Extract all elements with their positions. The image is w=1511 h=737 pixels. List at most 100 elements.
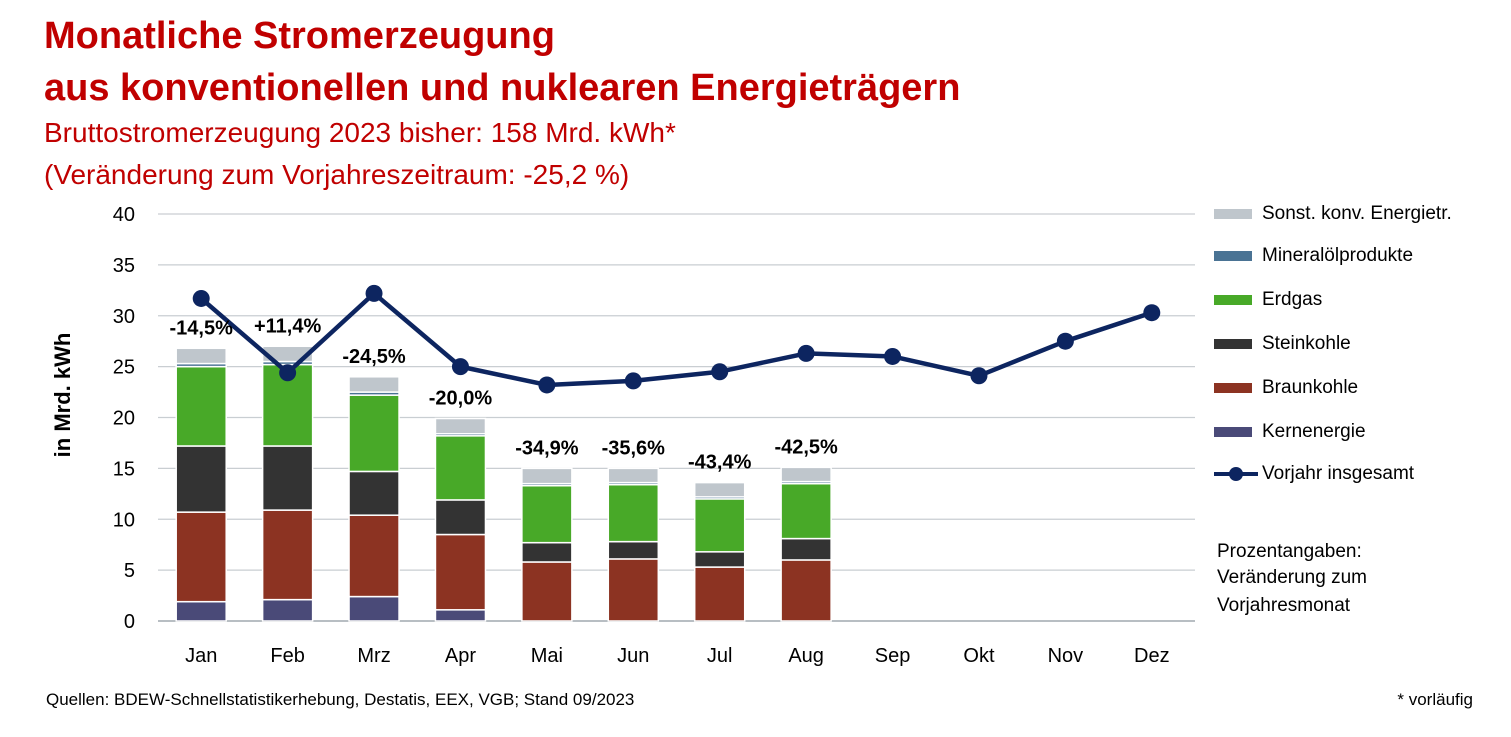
prior-year-point: [884, 347, 902, 365]
bar-segment: [348, 394, 400, 473]
note-line-1: Prozentangaben:: [1217, 541, 1362, 562]
y-tick-label: 35: [113, 255, 135, 277]
prior-year-point: [538, 376, 556, 394]
legend-swatch: [1214, 251, 1252, 261]
gridlines: [158, 213, 1195, 622]
prior-year-line: [192, 284, 1161, 394]
source-note: Quellen: BDEW-Schnellstatistikerhebung, …: [46, 690, 635, 709]
x-tick-label: Mai: [531, 645, 563, 667]
legend-swatch: [1214, 383, 1252, 393]
percent-change-label: -34,9%: [515, 437, 579, 459]
bar-segment: [434, 609, 487, 622]
chart-title-line-2: aus konventionellen und nuklearen Energi…: [44, 67, 961, 109]
legend-label: Mineralölprodukte: [1262, 245, 1414, 266]
percent-change-label: -20,0%: [429, 388, 493, 410]
percent-change-labels: -14,5% +11,4% -24,5% -20,0% -34,9% -35,6% -43,…: [170, 315, 839, 473]
bar-segment: [521, 561, 573, 622]
note-line-2: Veränderung zum: [1217, 567, 1367, 588]
bar-segment: [434, 499, 487, 536]
legend-line-marker: [1214, 463, 1258, 485]
y-tick-label: 5: [124, 560, 135, 582]
bar-segment: [261, 445, 314, 511]
bar-segment: [780, 482, 832, 540]
prior-year-point: [797, 344, 815, 362]
prior-year-point: [192, 289, 210, 307]
bar-segment: [693, 566, 746, 622]
x-axis: Jan Feb Mrz Apr Mai Jun Jul Aug Sep Okt Nov Dez: [185, 645, 1169, 667]
legend-swatch: [1214, 339, 1252, 349]
bar-segment: [348, 470, 400, 516]
x-tick-label: Sep: [875, 645, 911, 667]
chart-title-line-1: Monatliche Stromerzeugung: [44, 15, 555, 57]
percent-change-label: -24,5%: [342, 346, 406, 368]
percent-change-label: +11,4%: [254, 315, 322, 337]
bar-segment: [521, 541, 573, 563]
legend-item-steinkohle: Steinkohle: [1214, 333, 1351, 355]
legend-label: Braunkohle: [1262, 377, 1359, 398]
bar-segment: [521, 484, 573, 544]
legend-label: Sonst. konv. Energietr.: [1262, 203, 1452, 224]
bar-segment: [521, 467, 573, 485]
legend-item-braunkohle: Braunkohle: [1214, 377, 1358, 399]
prior-year-point: [279, 364, 297, 382]
legend-label: Vorjahr insgesamt: [1262, 463, 1415, 484]
bar-segment: [261, 598, 314, 622]
percent-change-label: -42,5%: [774, 436, 838, 458]
y-axis-label: in Mrd. kWh: [50, 333, 75, 458]
prior-year-point: [1143, 304, 1161, 322]
bar-segment: [693, 481, 746, 498]
legend-item-mineraloel: Mineralölprodukte: [1214, 245, 1413, 267]
y-tick-label: 25: [113, 357, 135, 379]
prior-year-point: [365, 284, 383, 302]
bar-segment: [434, 533, 487, 611]
x-tick-label: Jul: [707, 645, 733, 667]
bars: [175, 345, 832, 622]
bar-segment: [434, 435, 487, 501]
legend-swatch: [1214, 295, 1252, 305]
bar-segment: [348, 595, 400, 622]
prior-year-point: [970, 367, 988, 385]
y-tick-label: 15: [113, 458, 135, 480]
prior-year-point: [711, 363, 729, 381]
bar-segment: [780, 466, 832, 483]
legend-swatch: [1214, 427, 1252, 437]
preliminary-note: * vorläufig: [1397, 690, 1473, 709]
bar-segment: [607, 540, 660, 560]
prior-year-point: [624, 372, 642, 390]
bar-segment: [261, 363, 314, 447]
prior-year-point: [451, 358, 469, 376]
legend-label: Erdgas: [1262, 289, 1323, 310]
bar-segment: [175, 347, 227, 365]
x-tick-label: Aug: [788, 645, 824, 667]
bar-segment: [175, 511, 227, 603]
y-tick-label: 30: [113, 306, 135, 328]
x-tick-label: Mrz: [357, 645, 390, 667]
x-tick-label: Okt: [963, 645, 995, 667]
legend-swatch: [1214, 209, 1252, 219]
bar-segment: [175, 365, 227, 447]
bar-segment: [693, 498, 746, 553]
bar-segment: [348, 376, 400, 393]
legend-item-sonstige: Sonst. konv. Energietr.: [1214, 203, 1452, 225]
legend-item-erdgas: Erdgas: [1214, 289, 1322, 311]
bar-segment: [175, 445, 227, 513]
percent-change-label: -14,5%: [170, 317, 234, 339]
y-axis: 0 5 10 15 20 25 30 35 40: [113, 204, 135, 633]
legend-item-kernenergie: Kernenergie: [1214, 421, 1366, 443]
bar-segment: [607, 483, 660, 543]
legend-label: Steinkohle: [1262, 333, 1351, 354]
prior-year-line-path: [199, 291, 1153, 388]
bar-segment: [693, 551, 746, 568]
y-tick-label: 10: [113, 509, 135, 531]
bar-segment: [348, 514, 400, 598]
bar-segment: [607, 558, 660, 622]
x-tick-label: Dez: [1134, 645, 1170, 667]
chart-subtitle-line-2: (Veränderung zum Vorjahreszeitraum: -25,…: [44, 159, 630, 190]
legend-label: Kernenergie: [1262, 421, 1366, 442]
y-tick-label: 40: [113, 204, 135, 226]
legend-item-vorjahr: Vorjahr insgesamt: [1214, 463, 1414, 485]
prior-year-point: [1056, 332, 1074, 350]
x-tick-label: Jan: [185, 645, 217, 667]
bar-segment: [434, 417, 487, 435]
